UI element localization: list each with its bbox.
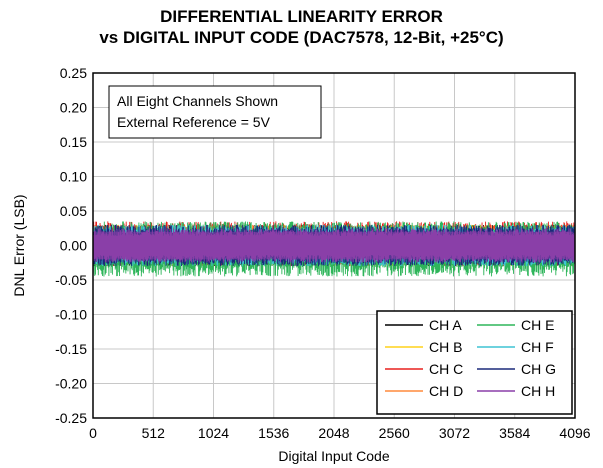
- y-tick-label: 0.25: [60, 65, 87, 81]
- y-tick-label: -0.20: [55, 376, 87, 392]
- y-axis-label: DNL Error (LSB): [11, 194, 27, 296]
- annotation-text: All Eight Channels Shown: [117, 93, 278, 109]
- x-tick-label: 2048: [318, 425, 349, 441]
- y-tick-label: 0.20: [60, 100, 87, 116]
- legend-label: CH A: [429, 317, 462, 333]
- y-tick-label: 0.00: [60, 238, 87, 254]
- x-tick-label: 0: [89, 425, 97, 441]
- chart-subtitle: vs DIGITAL INPUT CODE (DAC7578, 12-Bit, …: [99, 28, 504, 47]
- series-group: [92, 221, 576, 277]
- y-tick-label: -0.15: [55, 341, 87, 357]
- y-tick-labels: 0.25 0.20 0.15 0.10 0.05 0.00 -0.05 -0.10 -0.15 -…: [55, 65, 87, 426]
- legend-label: CH D: [429, 383, 463, 399]
- x-tick-label: 3584: [499, 425, 530, 441]
- x-tick-label: 512: [142, 425, 166, 441]
- legend-label: CH F: [521, 339, 554, 355]
- chart-title: DIFFERENTIAL LINEARITY ERROR: [160, 7, 443, 26]
- legend-frame: [376, 310, 573, 415]
- series-band-ch-h: [95, 231, 573, 260]
- annotation-frame: [108, 85, 322, 139]
- legend-label: CH C: [429, 361, 463, 377]
- x-tick-label: 2560: [379, 425, 410, 441]
- x-tick-label: 1536: [258, 425, 289, 441]
- annotation-box: All Eight Channels Shown External Referen…: [108, 85, 322, 139]
- legend-label: CH H: [521, 383, 555, 399]
- plot-frame: [92, 72, 576, 419]
- x-tick-label: 4096: [559, 425, 590, 441]
- x-axis-label: Digital Input Code: [278, 448, 390, 464]
- y-tick-label: 0.15: [60, 134, 87, 150]
- y-tick-label: 0.05: [60, 203, 87, 219]
- x-tick-labels: 0 512 1024 1536 2048 2560 3072 3584 4096: [89, 425, 591, 441]
- x-tick-label: 1024: [198, 425, 229, 441]
- y-tick-label: -0.10: [55, 307, 87, 323]
- legend-label: CH B: [429, 339, 462, 355]
- legend: CH A CH B CH C CH D CH E CH F CH G CH H: [376, 310, 573, 415]
- x-tick-label: 3072: [439, 425, 470, 441]
- y-tick-label: 0.10: [60, 169, 87, 185]
- legend-label: CH E: [521, 317, 554, 333]
- y-tick-label: -0.05: [55, 272, 87, 288]
- y-tick-label: -0.25: [55, 410, 87, 426]
- legend-label: CH G: [521, 361, 556, 377]
- annotation-text: External Reference = 5V: [117, 114, 271, 130]
